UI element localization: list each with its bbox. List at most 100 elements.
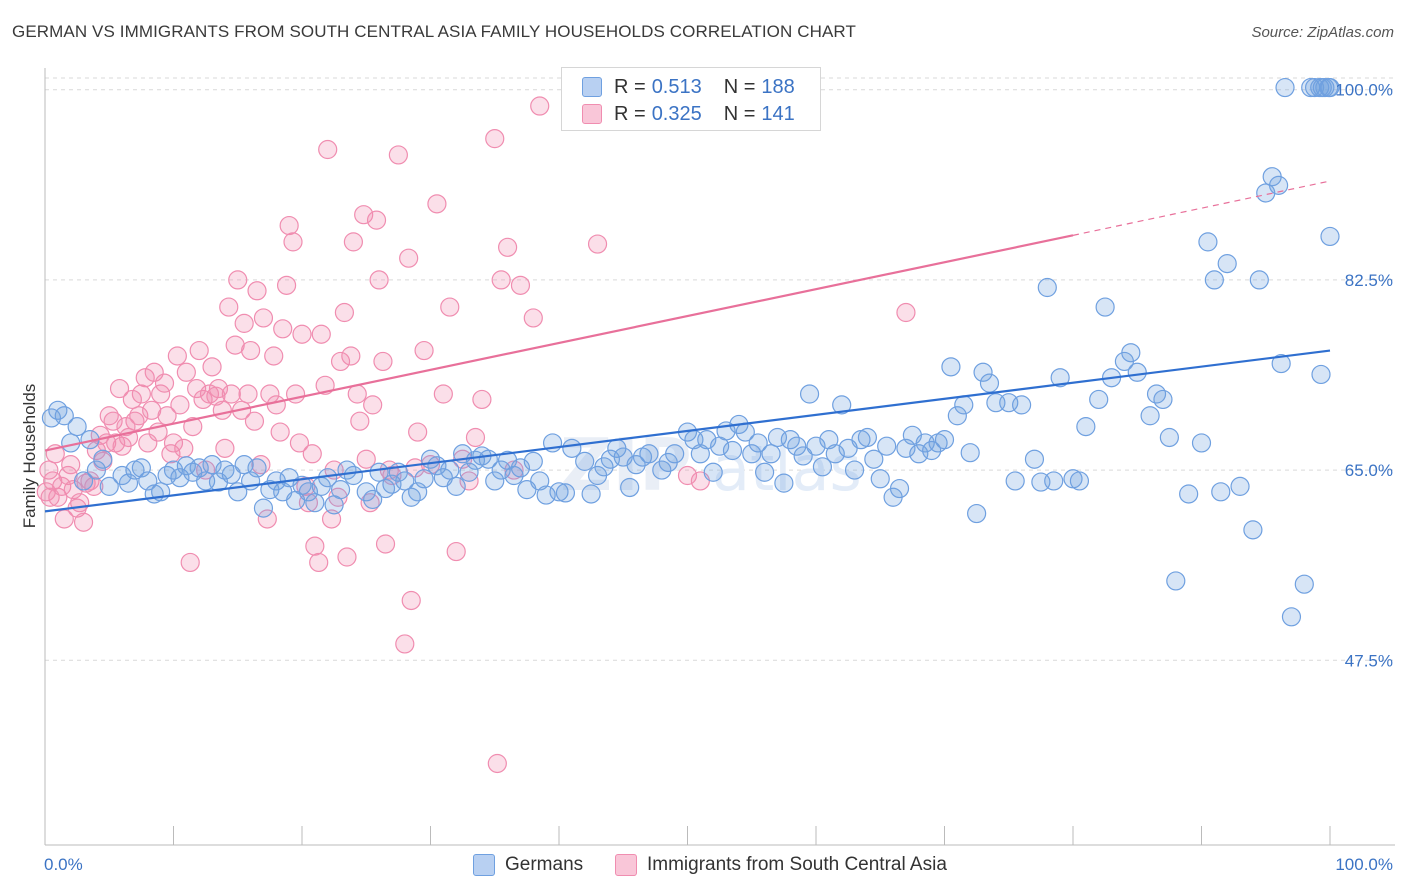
germans-point <box>253 498 274 518</box>
immigrants-point <box>39 460 59 480</box>
germans-point <box>575 451 595 471</box>
immigrants-point <box>408 422 428 442</box>
germans-point <box>594 457 614 477</box>
legend-r-value-immigrants: 0.325 <box>651 102 702 125</box>
germans-point <box>1153 389 1173 410</box>
immigrants-points <box>36 96 916 774</box>
germans-point <box>1275 77 1295 98</box>
y-tick-label: 100.0% <box>1335 81 1393 100</box>
bottom-legend-label-germans: Germans <box>505 854 584 875</box>
immigrants-point <box>109 378 130 399</box>
germans-point <box>221 464 241 485</box>
immigrants-point <box>70 493 90 513</box>
immigrants-point <box>487 753 507 774</box>
grid-lines <box>45 77 1395 661</box>
bottom-legend-swatch-immigrants <box>615 854 637 876</box>
germans-point <box>298 482 319 502</box>
germans-point <box>973 362 993 382</box>
legend-n-label: N = <box>723 75 756 98</box>
immigrants-point <box>151 384 171 404</box>
germans-point <box>356 482 376 502</box>
germans-point <box>1191 433 1212 453</box>
immigrants-point <box>212 400 232 420</box>
germans-point <box>960 443 980 463</box>
immigrants-point <box>491 270 511 290</box>
germans-point <box>947 406 967 426</box>
germans-point <box>793 446 813 466</box>
germans-point <box>549 482 569 502</box>
legend-r-label: R = <box>614 75 646 98</box>
legend-n-value-immigrants: 141 <box>761 102 795 125</box>
immigrants-point <box>485 129 505 149</box>
germans-point <box>844 460 865 480</box>
germans-point <box>742 444 762 464</box>
germans-point <box>54 406 74 426</box>
germans-point <box>305 493 325 513</box>
germans-point <box>1320 77 1340 98</box>
germans-point <box>1005 471 1025 491</box>
immigrants-point <box>176 362 196 382</box>
immigrants-point <box>330 351 351 372</box>
germans-point <box>799 384 820 404</box>
immigrants-point <box>347 384 367 404</box>
immigrants-point <box>433 384 453 404</box>
immigrants-point <box>273 319 293 339</box>
germans-point <box>581 484 601 504</box>
germans-point <box>1095 297 1115 317</box>
immigrants-point <box>276 275 297 295</box>
immigrants-point <box>305 536 325 556</box>
immigrants-point <box>677 465 698 486</box>
germans-point <box>491 460 511 480</box>
legend-swatch-germans <box>582 77 602 97</box>
immigrants-point <box>270 422 290 442</box>
legend-row-germans: R = 0.513 N = 188 <box>582 74 795 100</box>
germans-point <box>922 440 942 461</box>
immigrants-point <box>206 386 226 406</box>
germans-point <box>1211 482 1231 502</box>
germans-point <box>67 417 87 437</box>
immigrants-point <box>202 357 222 377</box>
germans-point <box>1159 427 1179 448</box>
germans-point <box>754 462 775 482</box>
germans-point <box>1230 476 1250 496</box>
germans-point <box>1312 77 1332 98</box>
immigrants-point <box>399 248 419 268</box>
immigrants-trend-extension <box>1072 180 1331 236</box>
germans-point <box>626 455 646 475</box>
germans-point <box>1044 471 1064 491</box>
immigrants-point <box>167 346 187 366</box>
germans-point <box>1243 520 1263 540</box>
immigrants-point <box>61 455 81 475</box>
germans-point <box>1320 226 1340 247</box>
immigrants-point <box>321 509 342 529</box>
bottom-legend-swatch-germans <box>473 854 495 876</box>
germans-point <box>1037 277 1057 298</box>
immigrants-point <box>395 634 415 654</box>
immigrants-point <box>238 384 258 404</box>
germans-point <box>247 458 267 478</box>
germans-point <box>652 460 672 480</box>
germans-point <box>555 483 576 503</box>
germans-point <box>414 469 434 489</box>
source-label: Source: ZipAtlas.com <box>1251 24 1394 41</box>
germans-point <box>1198 232 1218 252</box>
immigrants-point <box>440 297 460 317</box>
immigrants-point <box>341 346 361 366</box>
germans-point <box>202 455 222 475</box>
immigrants-point <box>318 139 338 160</box>
tick-labels: 100.0% 82.5% 65.0% 47.5% 0.0% 100.0% <box>44 81 1393 874</box>
germans-point <box>1076 417 1096 437</box>
germans-point <box>446 476 466 496</box>
germans-point <box>459 462 479 482</box>
germans-point <box>748 433 768 453</box>
germans-point <box>864 449 884 469</box>
immigrants-point <box>189 340 209 361</box>
y-tick-label: 82.5% <box>1345 271 1393 290</box>
x-tick-label: 100.0% <box>1335 855 1393 874</box>
germans-point <box>170 468 190 488</box>
germans-point <box>1011 395 1032 415</box>
immigrants-point <box>84 476 104 496</box>
immigrants-point <box>309 552 329 573</box>
germans-point <box>1089 389 1109 410</box>
germans-point <box>504 465 524 486</box>
